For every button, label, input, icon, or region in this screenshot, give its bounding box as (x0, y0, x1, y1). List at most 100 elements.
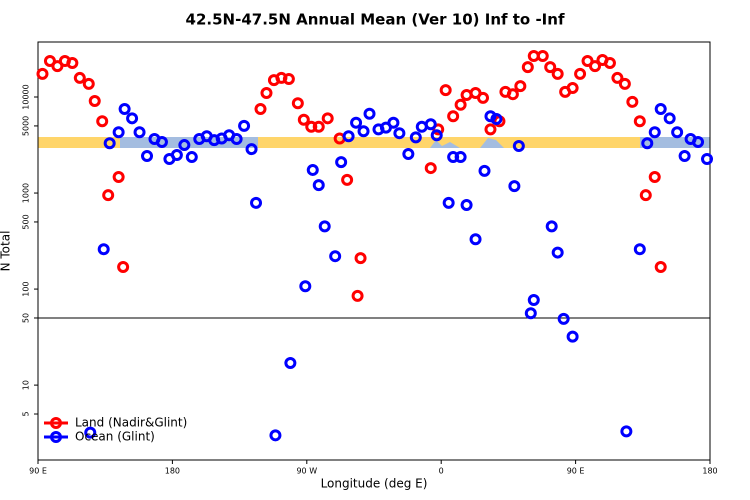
point (282, 73, 295, 86)
point (354, 252, 367, 265)
point (36, 67, 49, 80)
point (306, 163, 319, 176)
point (238, 119, 251, 132)
point (514, 80, 527, 93)
legend-marker (50, 417, 62, 429)
y-axis-label: N Total (0, 231, 13, 272)
point (678, 150, 691, 163)
point (469, 233, 482, 246)
point (96, 115, 109, 128)
y-tick-label: 5000 (22, 116, 31, 136)
point (97, 243, 110, 256)
point (155, 136, 168, 149)
point (633, 243, 646, 256)
point (357, 125, 370, 138)
point (654, 103, 667, 116)
point (490, 113, 503, 126)
point (574, 67, 587, 80)
point (663, 112, 676, 125)
point (551, 67, 564, 80)
point (460, 199, 473, 212)
y-tick-label: 500 (22, 214, 31, 229)
point (611, 71, 624, 84)
point (566, 82, 579, 95)
point (545, 220, 558, 233)
surface-band (38, 137, 710, 148)
point (603, 57, 616, 70)
point (589, 60, 602, 73)
point (447, 110, 460, 123)
point (269, 429, 282, 442)
point (73, 71, 86, 84)
point (393, 127, 406, 140)
point (639, 189, 652, 202)
x-tick-label: 90 W (296, 467, 317, 476)
point (447, 151, 460, 164)
point (692, 136, 705, 149)
point (566, 330, 579, 343)
point (335, 156, 348, 169)
point (477, 91, 490, 104)
point (250, 196, 263, 209)
point (305, 120, 318, 133)
point (506, 88, 519, 101)
y-tick-label: 50 (22, 313, 31, 323)
point (484, 123, 497, 136)
y-tick-label: 1000 (22, 183, 31, 203)
point (118, 103, 131, 116)
point (350, 116, 363, 129)
point (620, 425, 633, 438)
point (66, 57, 79, 70)
point (544, 61, 557, 74)
chart-title: 42.5N-47.5N Annual Mean (Ver 10) Inf to … (186, 11, 565, 29)
point (654, 260, 667, 273)
point (342, 130, 355, 143)
point (88, 94, 101, 107)
point (82, 77, 95, 90)
point (557, 312, 570, 325)
x-tick-label: 180 (165, 467, 180, 476)
point (291, 97, 304, 110)
point (424, 118, 437, 131)
point (103, 137, 116, 150)
point (230, 133, 243, 146)
y-tick-label: 10000 (22, 84, 31, 109)
point (312, 179, 325, 192)
point (551, 246, 564, 259)
x-tick-label: 180 (702, 467, 717, 476)
point (178, 139, 191, 152)
point (284, 356, 297, 369)
point (185, 151, 198, 164)
point (484, 110, 497, 123)
point (478, 164, 491, 177)
x-tick-label: 0 (439, 467, 444, 476)
point (454, 98, 467, 111)
x-tick-label: 90 E (29, 467, 47, 476)
legend-label: Land (Nadir&Glint) (75, 416, 187, 430)
point (641, 137, 654, 150)
point (254, 103, 267, 116)
point (299, 280, 312, 293)
point (430, 129, 443, 142)
y-tick-label: 10 (22, 380, 31, 390)
legend-label: Ocean (Glint) (75, 430, 155, 444)
point (102, 189, 115, 202)
point (409, 131, 422, 144)
point (84, 426, 97, 439)
point (424, 162, 437, 175)
point (133, 126, 146, 139)
point (141, 150, 154, 163)
point (112, 170, 125, 183)
point (318, 220, 331, 233)
point (524, 307, 537, 320)
point (387, 116, 400, 129)
point (671, 126, 684, 139)
point (618, 77, 631, 90)
point (112, 126, 125, 139)
point (312, 120, 325, 133)
point (633, 115, 646, 128)
point (363, 107, 376, 120)
x-axis-label: Longitude (deg E) (321, 477, 428, 491)
point (508, 180, 521, 193)
point (402, 148, 415, 161)
